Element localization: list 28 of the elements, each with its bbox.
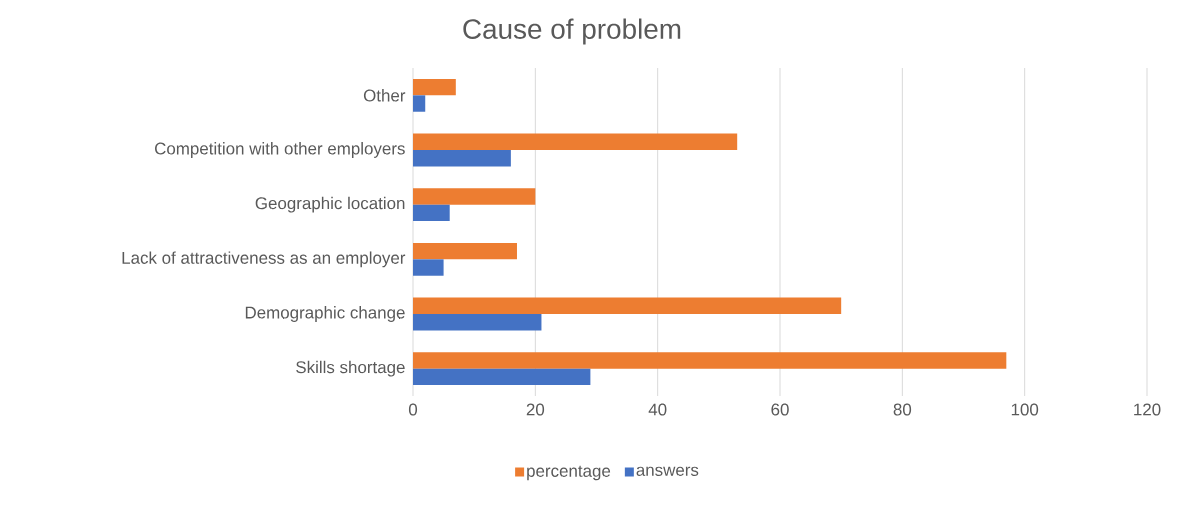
bar (413, 352, 1007, 369)
bar (413, 78, 456, 96)
bar (413, 368, 591, 386)
bar (413, 133, 738, 150)
bar (413, 204, 450, 222)
y-tick-label: Geographic location (255, 196, 405, 213)
x-tick-label: 20 (526, 403, 545, 416)
x-tick-label: 0 (408, 403, 418, 416)
bar (413, 95, 426, 112)
y-tick-label: Lack of attractiveness as an employer (122, 251, 406, 268)
x-tick-label: 120 (1134, 403, 1161, 416)
bar (413, 259, 444, 276)
bar (413, 242, 517, 260)
bar (413, 188, 536, 205)
bar (413, 150, 511, 167)
y-tick-label: Other (363, 89, 406, 102)
y-tick-label: Demographic change (245, 306, 405, 322)
legend-label: percentage (527, 465, 611, 481)
y-tick-label: Skills shortage (296, 360, 405, 377)
x-tick-label: 80 (893, 403, 912, 416)
bar (413, 314, 542, 331)
chart-title: Cause of problem (463, 18, 681, 45)
bar (413, 297, 842, 314)
legend-label: answers (636, 466, 699, 476)
y-tick-label: Competition with other employers (155, 142, 405, 158)
x-tick-label: 100 (1011, 403, 1039, 416)
x-tick-label: 40 (648, 403, 667, 416)
x-tick-label: 60 (771, 403, 789, 416)
